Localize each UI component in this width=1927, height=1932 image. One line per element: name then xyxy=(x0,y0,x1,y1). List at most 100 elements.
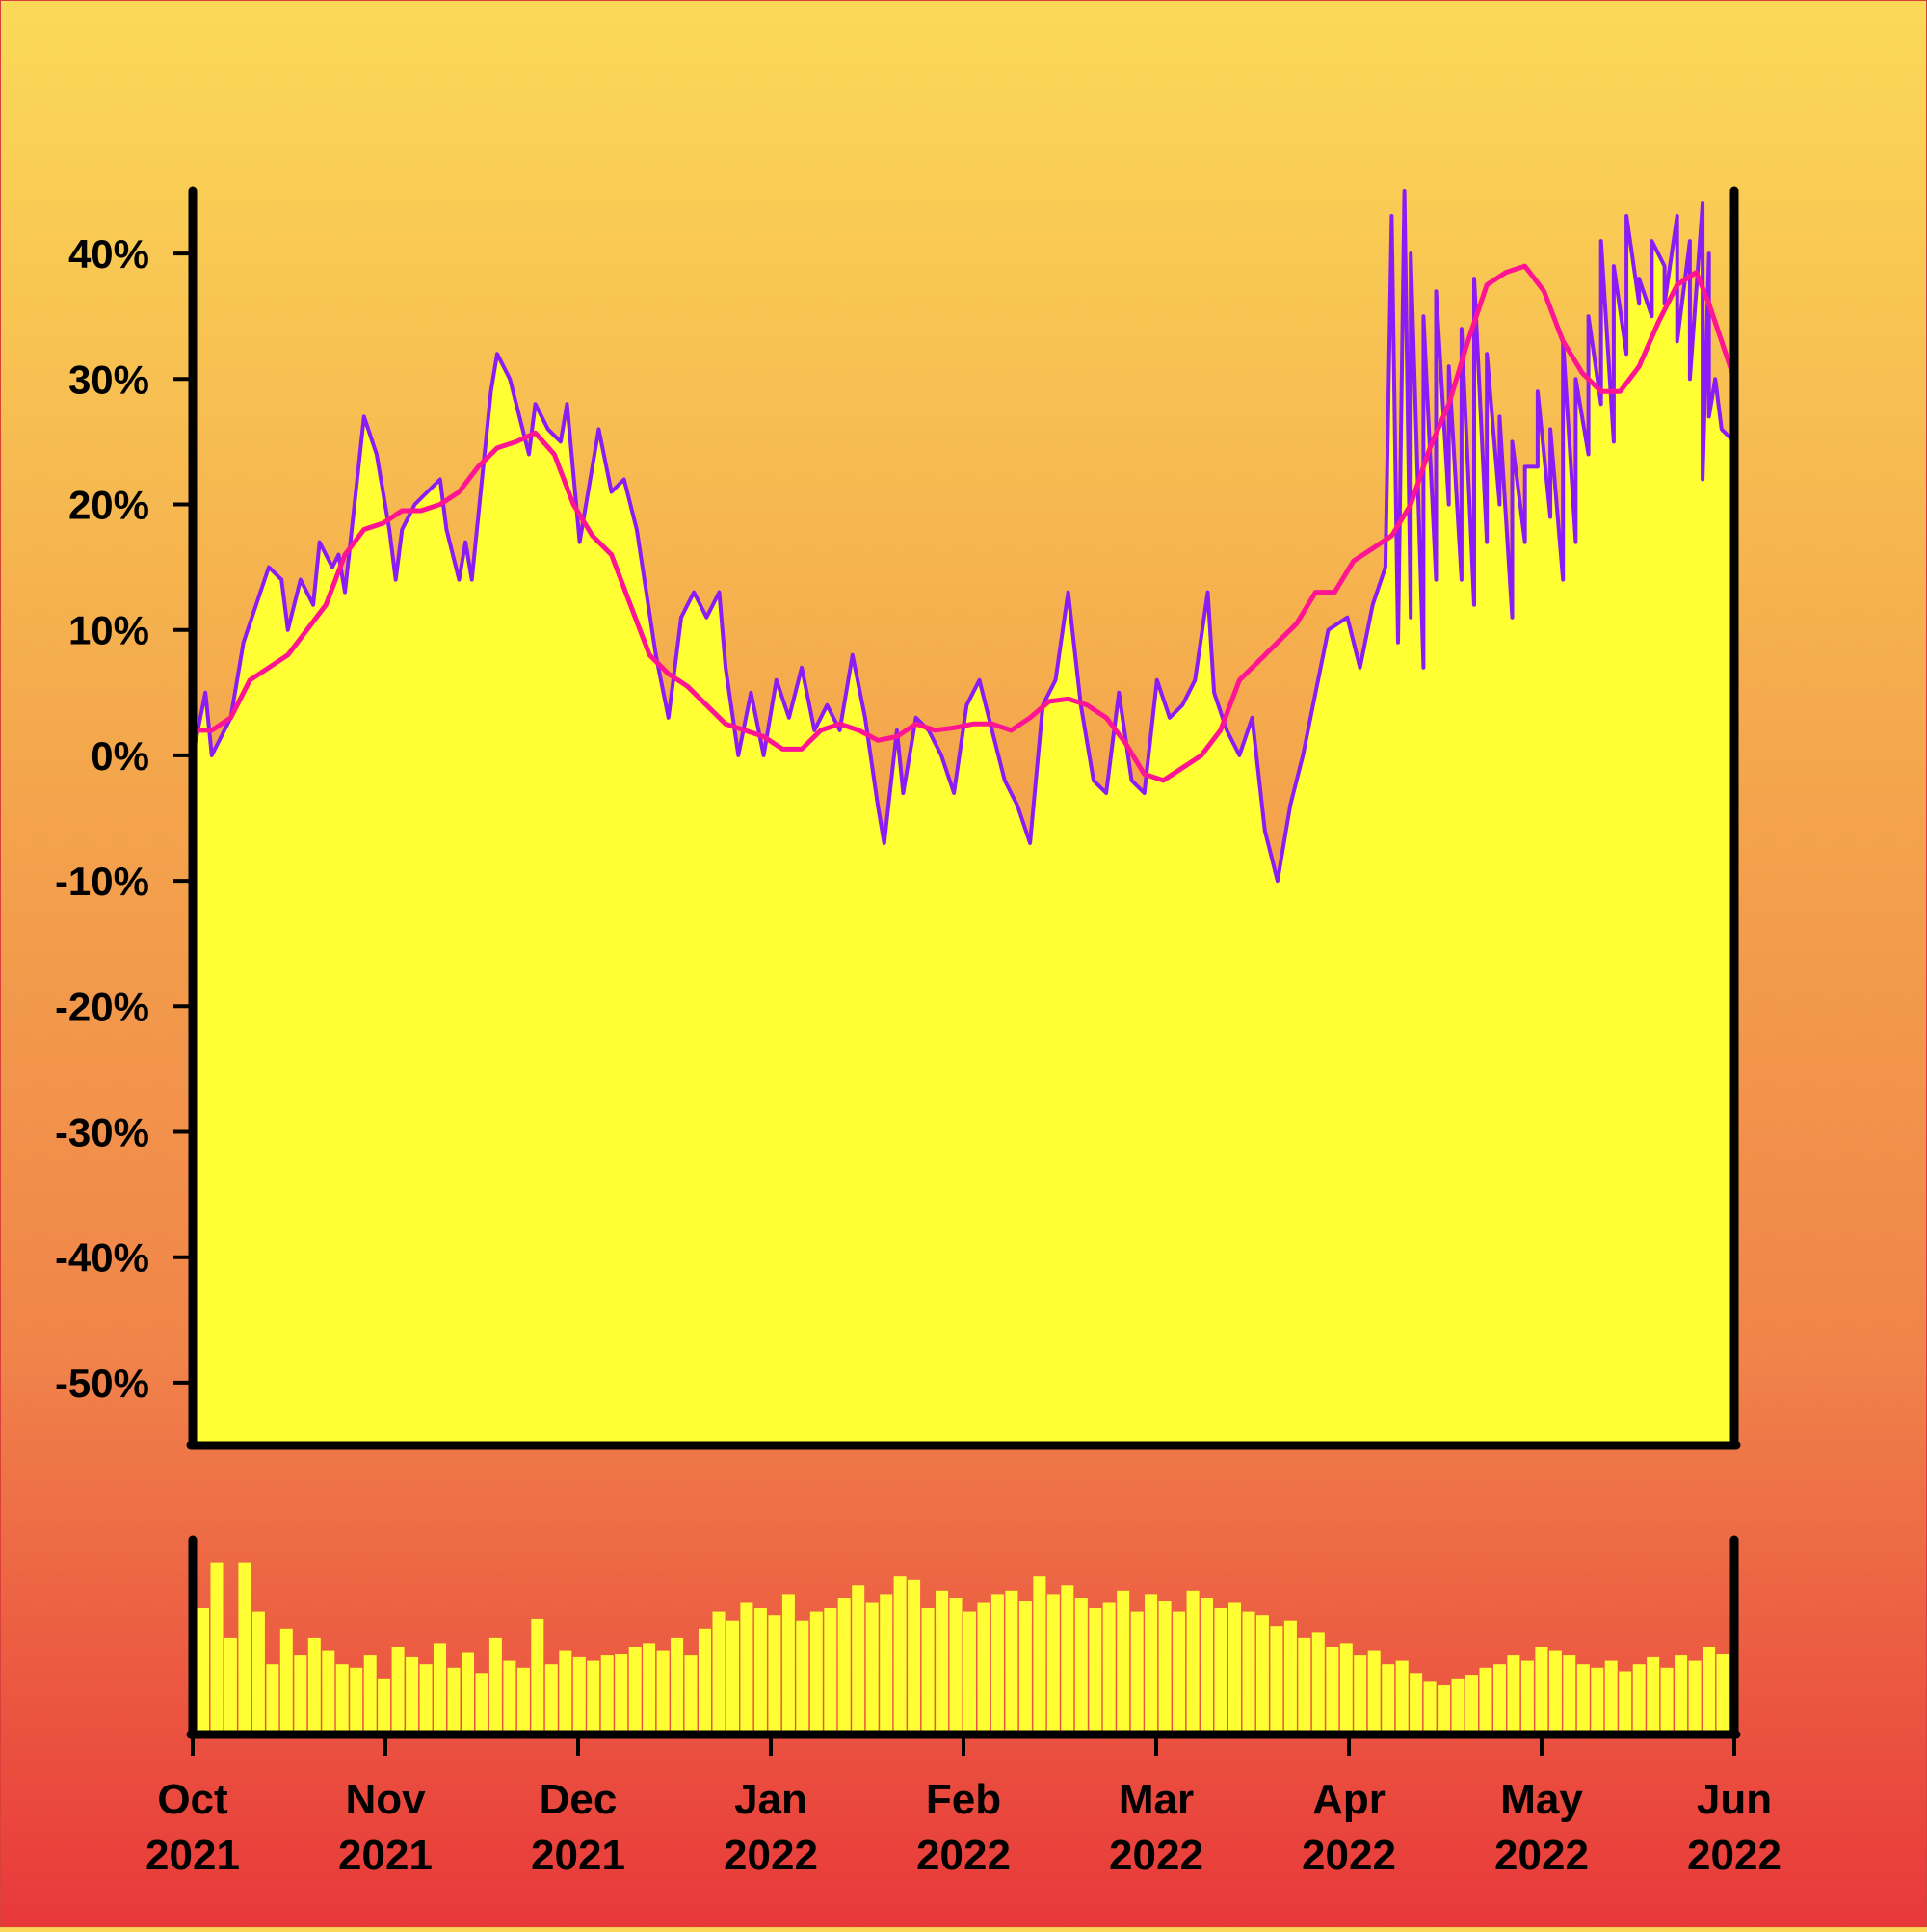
volume-bar xyxy=(559,1650,572,1734)
volume-bar xyxy=(768,1615,781,1734)
volume-bar xyxy=(824,1608,837,1734)
volume-bar xyxy=(475,1673,488,1734)
volume-bar xyxy=(294,1655,307,1734)
y-tick-label: 20% xyxy=(68,483,149,528)
y-tick-label: -50% xyxy=(55,1361,149,1406)
x-tick-year: 2022 xyxy=(1687,1832,1782,1879)
volume-bar xyxy=(977,1602,990,1734)
volume-bar xyxy=(865,1602,879,1734)
volume-bar xyxy=(419,1664,433,1734)
volume-bar xyxy=(740,1602,753,1734)
volume-bar xyxy=(266,1664,279,1734)
volume-bar xyxy=(488,1637,502,1734)
x-tick-month: Oct xyxy=(157,1776,228,1823)
y-tick-label: 0% xyxy=(91,733,149,779)
x-tick-year: 2021 xyxy=(338,1832,433,1879)
volume-bar xyxy=(1604,1660,1618,1734)
x-tick-year: 2022 xyxy=(1109,1832,1203,1879)
volume-bar xyxy=(1451,1678,1465,1734)
volume-bar xyxy=(363,1655,377,1734)
volume-bar xyxy=(1423,1681,1437,1734)
volume-bar xyxy=(1493,1664,1506,1734)
volume-bar xyxy=(406,1656,419,1734)
volume-bar xyxy=(726,1620,739,1734)
x-tick-month: Mar xyxy=(1119,1776,1194,1823)
volume-bar xyxy=(516,1667,530,1734)
volume-bar xyxy=(1311,1632,1325,1734)
volume-bar xyxy=(936,1590,949,1734)
volume-bar xyxy=(1548,1650,1562,1734)
x-tick-month: Nov xyxy=(345,1776,426,1823)
volume-bar xyxy=(1061,1585,1074,1734)
volume-bar xyxy=(949,1598,963,1734)
volume-bars xyxy=(197,1562,1729,1734)
volume-bar xyxy=(753,1608,767,1734)
volume-bar xyxy=(1660,1667,1674,1734)
volume-bar xyxy=(796,1620,809,1734)
volume-bar xyxy=(852,1585,865,1734)
volume-bar xyxy=(1214,1608,1227,1734)
volume-bar xyxy=(503,1660,516,1734)
volume-bar xyxy=(809,1611,823,1734)
volume-bar xyxy=(544,1664,558,1734)
volume-bar xyxy=(307,1637,321,1734)
volume-bar xyxy=(699,1628,711,1734)
volume-bar xyxy=(921,1608,935,1734)
volume-bar xyxy=(1675,1655,1688,1734)
volume-bar xyxy=(1438,1685,1451,1734)
volume-bar xyxy=(279,1628,293,1734)
volume-bar xyxy=(238,1562,251,1734)
volume-bar xyxy=(1688,1660,1702,1734)
x-axis-ticks: Oct 2021 Nov 2021 Dec 2021 Jan 2022 Feb 2022 Mar 20… xyxy=(145,1734,1782,1879)
volume-bar xyxy=(656,1650,670,1734)
volume-bar xyxy=(1465,1675,1478,1734)
volume-bar xyxy=(1619,1671,1632,1734)
volume-bar xyxy=(908,1579,921,1734)
x-tick-month: Jan xyxy=(734,1776,807,1823)
volume-bar xyxy=(210,1562,224,1734)
volume-bar xyxy=(1367,1650,1381,1734)
volume-bar xyxy=(1479,1667,1492,1734)
volume-bar xyxy=(1228,1602,1241,1734)
volume-bar xyxy=(572,1656,586,1734)
volume-bar xyxy=(1298,1637,1311,1734)
volume-bar xyxy=(1647,1656,1660,1734)
volume-bar xyxy=(1102,1602,1116,1734)
volume-bar xyxy=(893,1576,907,1734)
volume-bar xyxy=(1145,1594,1158,1734)
main-panel: 40% 30% 20% 10% 0% -10% -20% -30% -40% -50% xyxy=(55,186,1741,1450)
volume-bar xyxy=(1005,1590,1018,1734)
volume-bar xyxy=(1074,1598,1088,1734)
volume-bar xyxy=(880,1594,893,1734)
volume-bar xyxy=(964,1611,976,1734)
volume-bar xyxy=(391,1647,405,1734)
x-tick-year: 2021 xyxy=(145,1832,240,1879)
volume-bar xyxy=(224,1637,237,1734)
y-tick-label: 10% xyxy=(68,608,149,653)
volume-bar xyxy=(1339,1643,1353,1734)
volume-bar xyxy=(1130,1611,1144,1734)
volume-bar xyxy=(447,1667,461,1734)
volume-bar xyxy=(434,1643,446,1734)
volume-bar xyxy=(837,1598,851,1734)
volume-bar xyxy=(615,1654,628,1734)
volume-bar xyxy=(1703,1647,1716,1734)
cumulative-return-line xyxy=(191,189,1736,884)
volume-bar xyxy=(1716,1654,1729,1734)
volume-bar xyxy=(1535,1647,1548,1734)
y-axis-ticks: 40% 30% 20% 10% 0% -10% -20% -30% -40% -50% xyxy=(55,231,193,1406)
x-tick-year: 2022 xyxy=(1302,1832,1396,1879)
y-tick-label: -20% xyxy=(55,984,149,1029)
volume-bar xyxy=(1186,1590,1200,1734)
x-tick-month: Apr xyxy=(1312,1776,1386,1823)
volume-bar xyxy=(1242,1611,1255,1734)
volume-bar xyxy=(462,1652,474,1734)
volume-bar xyxy=(643,1643,656,1734)
volume-bar xyxy=(1033,1576,1046,1734)
volume-bar xyxy=(350,1667,363,1734)
volume-bar xyxy=(1173,1611,1186,1734)
volume-bar xyxy=(628,1647,642,1734)
volume-bar xyxy=(671,1637,684,1734)
